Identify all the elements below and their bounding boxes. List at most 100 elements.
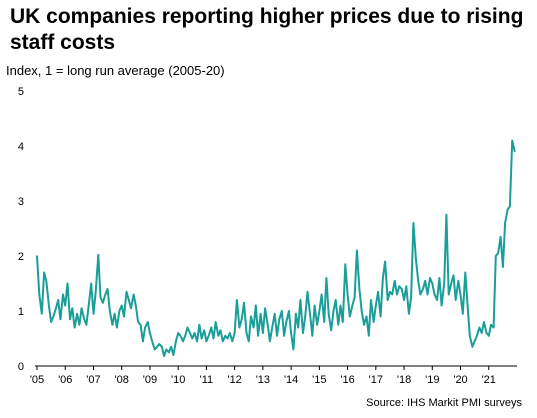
data-point bbox=[90, 282, 92, 285]
data-point bbox=[50, 321, 52, 323]
data-point bbox=[278, 318, 281, 321]
data-point bbox=[462, 313, 464, 315]
data-point bbox=[170, 346, 172, 348]
data-point bbox=[85, 324, 88, 326]
data-point bbox=[325, 277, 328, 279]
data-point bbox=[196, 340, 198, 343]
x-tick-label: '14 bbox=[284, 374, 298, 386]
data-point bbox=[102, 302, 104, 304]
data-point bbox=[344, 263, 347, 266]
data-point bbox=[410, 296, 412, 299]
data-point bbox=[443, 282, 446, 285]
data-point bbox=[71, 307, 74, 310]
x-axis: '05 '06 '07 '08 '09 '10 '11 '12 '13 '14 '15 '16 '17 '… bbox=[30, 366, 496, 386]
data-point bbox=[271, 326, 274, 329]
data-point bbox=[382, 277, 384, 279]
y-tick-label: 1 bbox=[18, 306, 24, 318]
x-tick-label: '07 bbox=[86, 374, 100, 386]
data-point bbox=[52, 315, 55, 318]
data-point bbox=[339, 304, 342, 307]
data-point bbox=[97, 254, 100, 256]
series-line bbox=[36, 139, 516, 358]
data-point bbox=[320, 293, 323, 296]
data-point bbox=[433, 293, 436, 296]
data-point bbox=[506, 208, 509, 210]
data-point bbox=[318, 310, 321, 312]
data-point bbox=[316, 324, 318, 326]
x-tick-label: '16 bbox=[340, 374, 354, 386]
data-point bbox=[365, 315, 368, 318]
data-point bbox=[55, 307, 57, 310]
data-point bbox=[492, 326, 495, 329]
data-point bbox=[375, 304, 377, 307]
data-point bbox=[139, 324, 142, 326]
data-point bbox=[273, 313, 276, 315]
data-point bbox=[476, 335, 478, 337]
data-point bbox=[403, 299, 405, 301]
data-point bbox=[266, 324, 269, 326]
chart-title: UK companies reporting higher prices due… bbox=[10, 5, 524, 54]
y-tick-label: 5 bbox=[18, 86, 24, 98]
data-point bbox=[447, 293, 450, 296]
data-point bbox=[137, 321, 139, 323]
data-point bbox=[123, 315, 125, 318]
data-point bbox=[459, 293, 462, 296]
data-point bbox=[393, 280, 396, 282]
x-tick-label: '18 bbox=[397, 374, 411, 386]
data-point bbox=[252, 326, 255, 329]
data-point bbox=[349, 315, 351, 318]
y-tick-label: 2 bbox=[18, 251, 24, 263]
data-point bbox=[405, 285, 408, 288]
data-point bbox=[43, 271, 45, 274]
data-point bbox=[452, 274, 455, 277]
data-point bbox=[57, 299, 59, 301]
data-point bbox=[142, 340, 144, 343]
data-point bbox=[106, 288, 109, 290]
data-point bbox=[146, 321, 149, 323]
data-point bbox=[184, 335, 186, 337]
data-point bbox=[94, 291, 97, 293]
data-point bbox=[109, 310, 111, 312]
x-tick-label: '05 bbox=[30, 374, 44, 386]
data-point bbox=[236, 299, 238, 301]
data-point bbox=[464, 271, 467, 274]
data-point bbox=[299, 299, 302, 301]
data-point bbox=[283, 335, 285, 337]
data-point bbox=[295, 313, 297, 315]
data-point bbox=[125, 291, 128, 293]
data-point bbox=[168, 351, 170, 354]
data-point bbox=[504, 222, 506, 224]
x-tick-label: '09 bbox=[143, 374, 157, 386]
x-tick-label: '12 bbox=[227, 374, 241, 386]
data-point bbox=[99, 296, 102, 299]
data-point bbox=[161, 346, 163, 348]
data-point bbox=[87, 304, 90, 307]
data-point bbox=[309, 313, 311, 315]
data-point bbox=[210, 326, 212, 329]
data-point bbox=[323, 321, 326, 323]
data-point bbox=[429, 277, 431, 279]
data-point bbox=[330, 329, 333, 332]
data-point bbox=[153, 348, 156, 351]
data-point bbox=[440, 304, 443, 307]
data-point bbox=[466, 304, 469, 307]
data-point bbox=[288, 310, 290, 312]
data-point bbox=[132, 293, 135, 296]
x-tick-label: '11 bbox=[200, 374, 214, 386]
data-point bbox=[64, 304, 66, 307]
data-point bbox=[156, 346, 158, 348]
data-point bbox=[495, 255, 497, 257]
data-point bbox=[337, 324, 340, 326]
y-axis-label: Index, 1 = long run average (2005-20) bbox=[6, 63, 225, 78]
data-point bbox=[281, 310, 283, 312]
data-point bbox=[48, 304, 50, 307]
data-point bbox=[245, 332, 248, 334]
data-point bbox=[76, 313, 78, 315]
data-point bbox=[158, 343, 161, 345]
data-point bbox=[408, 313, 410, 315]
data-point bbox=[222, 340, 224, 343]
data-point bbox=[200, 337, 203, 340]
data-point bbox=[415, 258, 417, 260]
data-point bbox=[311, 335, 314, 337]
